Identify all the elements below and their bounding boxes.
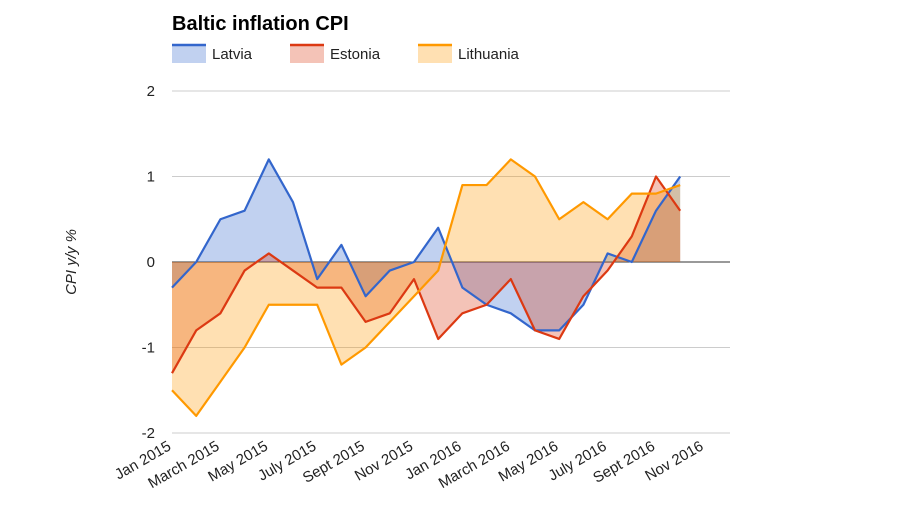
- y-axis: 2 1 0 -1 -2: [142, 83, 155, 442]
- line-estonia: [171, 175, 682, 374]
- legend-swatch-lithuania: [418, 44, 452, 63]
- line-lithuania: [171, 158, 681, 417]
- legend-swatch-latvia: [172, 44, 206, 63]
- legend-label-lithuania: Lithuania: [458, 46, 520, 63]
- y-tick-label: 0: [147, 254, 155, 271]
- series-areas: [172, 159, 681, 416]
- legend: Latvia Estonia Lithuania: [172, 43, 520, 63]
- area-lithuania: [172, 159, 681, 416]
- legend-label-estonia: Estonia: [330, 46, 381, 63]
- y-tick-label: 1: [147, 169, 155, 186]
- area-estonia: [172, 176, 681, 374]
- y-tick-label: -2: [142, 425, 155, 442]
- y-tick-label: -1: [142, 340, 155, 357]
- series-lines: [171, 158, 682, 417]
- legend-swatch-estonia: [290, 44, 324, 63]
- y-axis-label: CPI y/y %: [63, 229, 80, 295]
- line-latvia: [171, 158, 682, 332]
- legend-label-latvia: Latvia: [212, 46, 253, 63]
- chart-title: Baltic inflation CPI: [172, 13, 349, 35]
- y-tick-label: 2: [147, 83, 155, 100]
- area-latvia: [172, 159, 681, 331]
